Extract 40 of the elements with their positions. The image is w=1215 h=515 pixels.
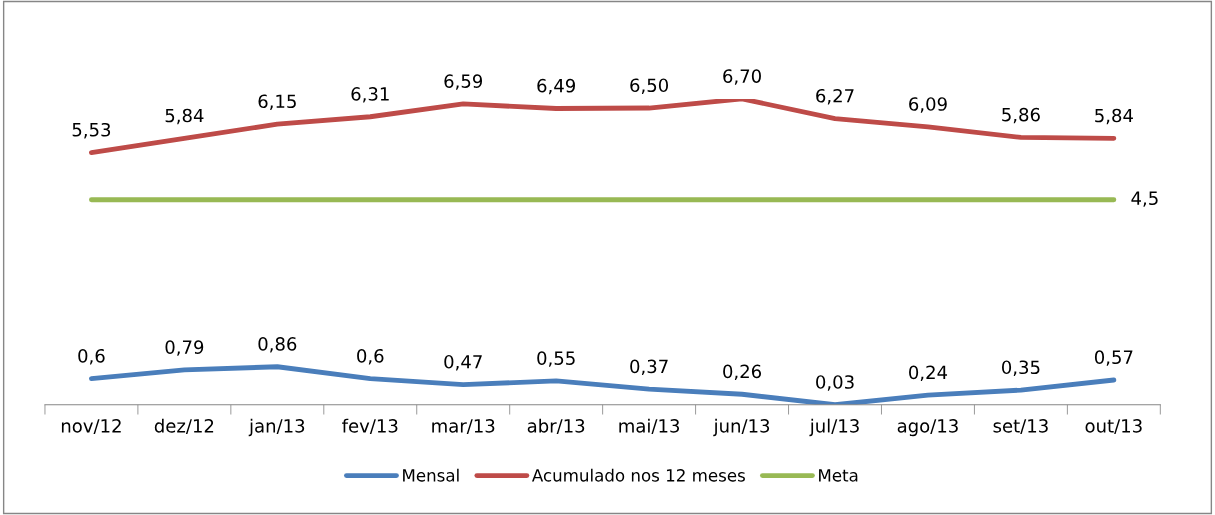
data-label: 6,70 (723, 69, 761, 85)
x-tick-label: mar/13 (432, 419, 495, 435)
data-label: 5,86 (1002, 107, 1040, 124)
legend-label: Acumulado nos 12 meses (531, 468, 745, 482)
x-tick-label: set/13 (993, 419, 1048, 435)
data-label: 6,27 (816, 88, 854, 105)
legend-label: Mensal (403, 468, 459, 482)
data-label: 4,5 (1131, 191, 1158, 207)
data-label: 0,6 (78, 348, 105, 365)
x-tick-label: abr/13 (527, 418, 585, 435)
x-tick-label: fev/13 (342, 418, 398, 435)
x-tick-label: jun/13 (713, 418, 770, 437)
data-label: 6,49 (537, 78, 575, 95)
data-label: 6,15 (258, 94, 296, 110)
data-label: 0,79 (165, 340, 204, 356)
data-label: 6,31 (351, 87, 389, 103)
data-label: 0,55 (537, 351, 575, 367)
data-label: 0,6 (357, 348, 384, 365)
data-label: 5,84 (1095, 108, 1133, 125)
data-label: 6,50 (630, 78, 669, 94)
data-label: 6,59 (444, 74, 483, 90)
x-tick-label: jan/13 (248, 418, 305, 437)
x-tick-label: ago/13 (897, 419, 958, 437)
data-label: 0,03 (816, 375, 854, 391)
x-tick-label: nov/12 (61, 419, 121, 435)
data-label: 0,47 (444, 354, 482, 371)
data-label: 5,53 (72, 122, 111, 139)
x-tick-label: out/13 (1085, 419, 1142, 435)
data-label: 0,57 (1094, 350, 1133, 366)
legend-label: Meta (819, 469, 858, 482)
data-label: 5,84 (165, 108, 204, 125)
x-tick-label: mai/13 (619, 418, 680, 435)
data-label: 0,35 (1001, 360, 1040, 376)
data-label: 0,37 (630, 359, 668, 376)
data-label: 0,86 (258, 337, 297, 353)
data-label: 0,26 (723, 364, 762, 381)
data-label: 6,09 (909, 97, 947, 113)
x-tick-label: dez/12 (154, 418, 214, 435)
data-label: 0,24 (909, 365, 948, 381)
x-tick-label: jul/13 (809, 418, 859, 437)
